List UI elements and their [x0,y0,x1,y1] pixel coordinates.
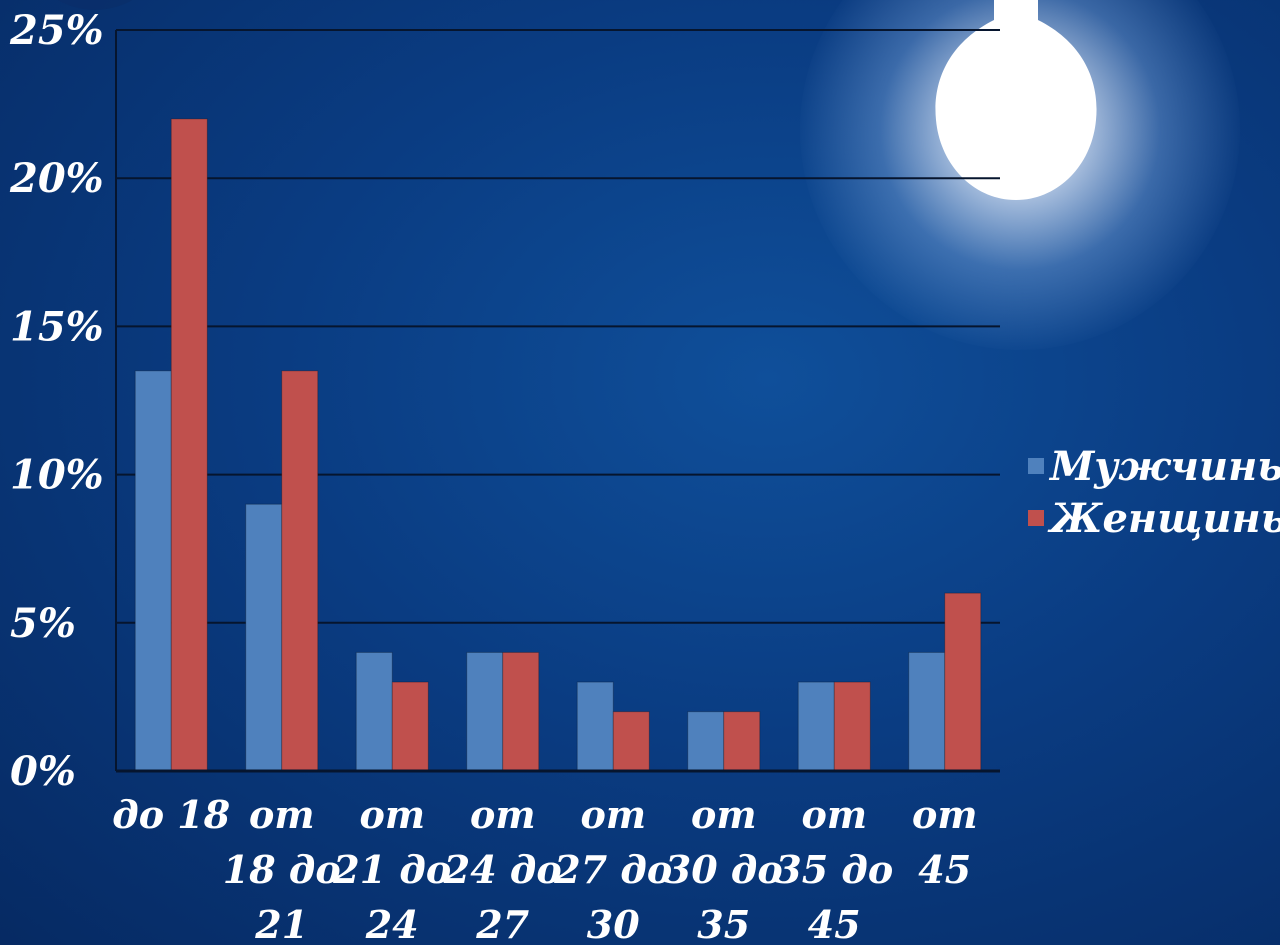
bar-women [391,681,429,772]
bar-men [797,681,835,772]
x-category-label: от 45 [912,792,978,892]
bar-men [908,651,946,772]
bar-men [134,370,172,772]
bar-women [281,370,319,772]
x-category-label: от 24 до 27 [443,792,562,945]
light-bulb-icon [935,0,1097,200]
y-tick-label: 5% [10,600,76,647]
x-category-label: от 21 до 24 [332,792,451,945]
bar-men [466,651,504,772]
x-category-label: от 18 до 21 [223,792,341,945]
y-tick-label: 0% [10,748,76,795]
x-category-label: от 35 до 45 [775,792,893,945]
bar-women [170,118,208,772]
bar-women [723,711,761,772]
bar-men [355,651,393,772]
legend-label-men: Мужчины [1050,442,1280,490]
y-tick-label: 20% [9,155,104,202]
bar-women [612,711,650,772]
bar-men [687,711,725,772]
x-category-label: от 27 до 30 [553,792,672,945]
legend-swatch-men [1028,458,1044,474]
bar-men [576,681,614,772]
x-category-label: до 18 [112,792,230,837]
y-tick-label: 25% [9,7,104,54]
decorative-circle [20,0,170,10]
bar-women [833,681,871,772]
legend-item-women: Женщины [1028,492,1280,544]
legend-swatch-women [1028,510,1044,526]
bar-women [944,592,982,772]
y-tick-label: 10% [10,452,104,499]
y-tick-label: 15% [10,303,104,350]
legend-label-women: Женщины [1050,494,1280,542]
legend: Мужчины Женщины [1028,440,1280,544]
bar-women [502,651,540,772]
bar-men [245,503,283,772]
legend-item-men: Мужчины [1028,440,1280,492]
x-category-label: от 30 до 35 [665,792,783,945]
